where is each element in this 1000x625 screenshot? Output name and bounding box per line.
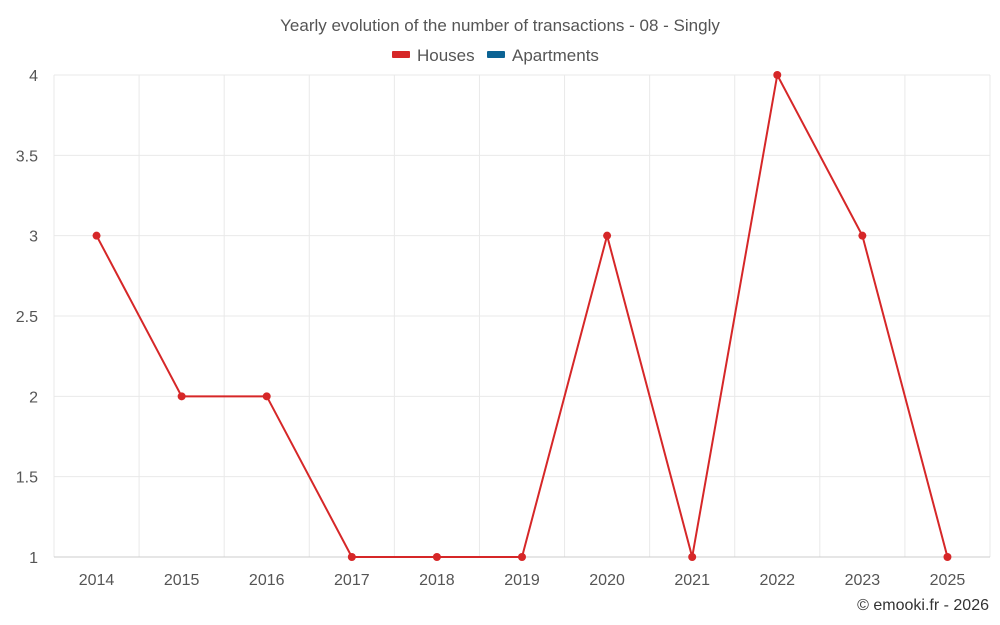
chart-title: Yearly evolution of the number of transa… bbox=[280, 16, 720, 35]
x-tick-label: 2025 bbox=[930, 572, 966, 589]
x-tick-label: 2018 bbox=[419, 572, 455, 589]
x-tick-label: 2021 bbox=[674, 572, 710, 589]
credit-text: © emooki.fr - 2026 bbox=[857, 597, 989, 614]
legend-item-houses[interactable]: Houses bbox=[417, 46, 475, 65]
data-point[interactable] bbox=[858, 231, 867, 240]
data-point[interactable] bbox=[432, 553, 441, 561]
y-tick-label: 2 bbox=[29, 389, 38, 406]
data-point[interactable] bbox=[262, 392, 271, 401]
data-point[interactable] bbox=[943, 553, 952, 561]
legend: Houses Apartments bbox=[392, 46, 599, 65]
legend-item-apartments[interactable]: Apartments bbox=[512, 46, 599, 65]
axes: 1 1.5 2 2.5 3 3.5 4 2014 2015 2016 2017 2018 2019 202… bbox=[16, 68, 990, 589]
x-tick-label: 2017 bbox=[334, 572, 370, 589]
x-tick-label: 2020 bbox=[589, 572, 625, 589]
data-point[interactable] bbox=[773, 71, 782, 79]
series bbox=[92, 71, 952, 561]
data-point[interactable] bbox=[347, 553, 356, 561]
data-point[interactable] bbox=[688, 553, 697, 561]
y-tick-label: 1.5 bbox=[16, 470, 38, 487]
data-point[interactable] bbox=[603, 231, 612, 240]
legend-swatch-apartments bbox=[487, 51, 505, 58]
grid bbox=[53, 74, 991, 557]
x-tick-label: 2014 bbox=[79, 572, 115, 589]
y-tick-label: 3.5 bbox=[16, 148, 38, 165]
x-tick-label: 2023 bbox=[845, 572, 881, 589]
data-point[interactable] bbox=[92, 231, 101, 240]
y-tick-label: 2.5 bbox=[16, 309, 38, 326]
y-tick-label: 3 bbox=[29, 229, 38, 246]
data-point[interactable] bbox=[518, 553, 526, 561]
x-tick-label: 2016 bbox=[249, 572, 285, 589]
x-tick-label: 2022 bbox=[759, 572, 795, 589]
data-point[interactable] bbox=[177, 392, 186, 401]
x-tick-label: 2019 bbox=[504, 572, 540, 589]
y-tick-label: 4 bbox=[29, 68, 38, 85]
x-tick-label: 2015 bbox=[164, 572, 200, 589]
y-tick-label: 1 bbox=[29, 550, 38, 567]
legend-swatch-houses bbox=[392, 51, 410, 58]
